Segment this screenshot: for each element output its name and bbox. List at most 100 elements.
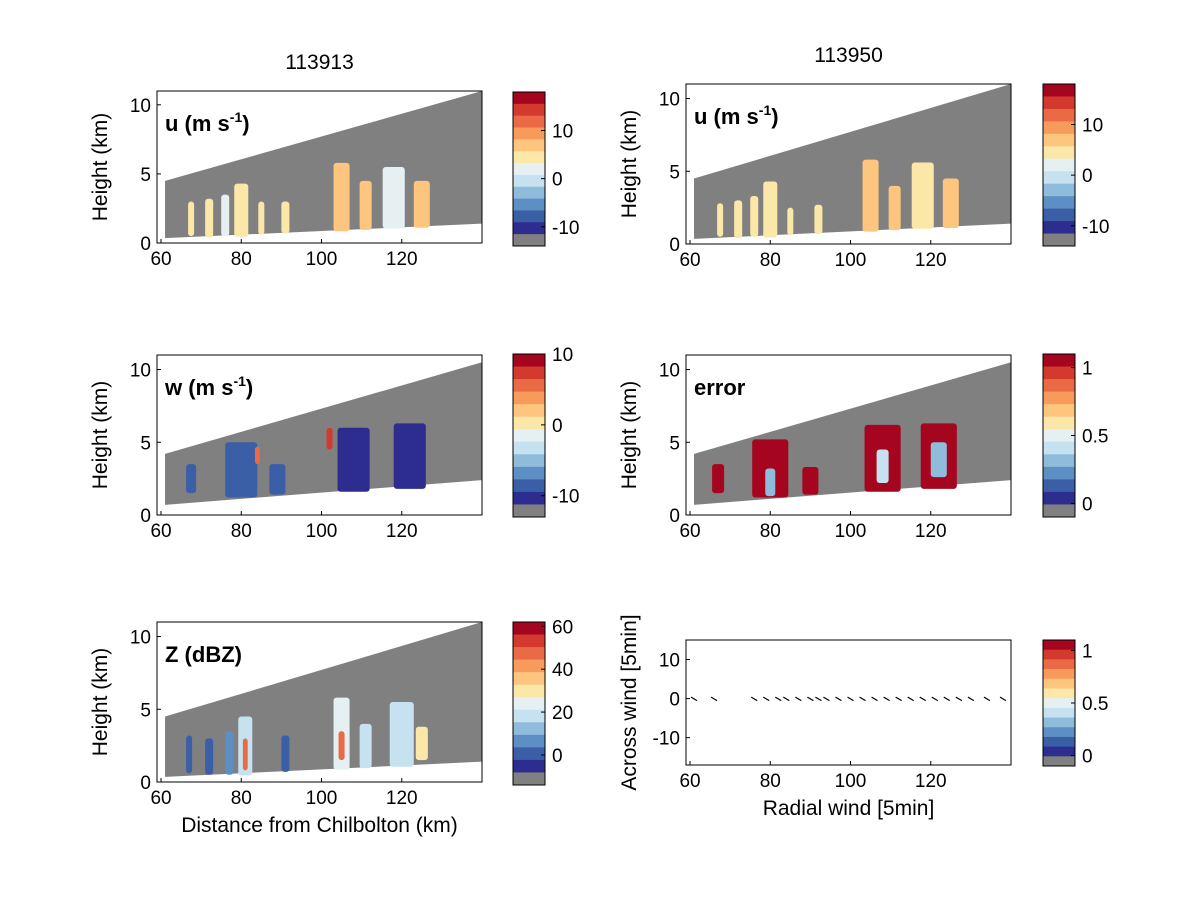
colorbar-segment bbox=[513, 454, 545, 468]
colorbar-segment bbox=[513, 491, 545, 505]
colorbar-tick-label: 1 bbox=[1082, 359, 1093, 380]
y-axis-label: Height (km) bbox=[618, 110, 641, 219]
data-cell bbox=[814, 204, 823, 234]
colorbar-tick-label: 10 bbox=[552, 345, 573, 366]
data-cell bbox=[862, 159, 879, 232]
colorbar-segment bbox=[1043, 121, 1075, 135]
colorbar-tick-label: 0.5 bbox=[1082, 427, 1108, 448]
data-cell bbox=[717, 203, 724, 237]
panel-title: 113913 bbox=[285, 51, 354, 74]
panel-label: error bbox=[694, 375, 746, 400]
colorbar-tick-label: 0 bbox=[1082, 747, 1093, 768]
colorbar-segment bbox=[1043, 208, 1075, 222]
x-tick-label: 60 bbox=[150, 521, 171, 542]
axes-frame bbox=[156, 90, 483, 244]
colorbar-segment bbox=[1043, 354, 1075, 368]
x-tick-label: 120 bbox=[915, 521, 947, 542]
colorbar-tick-label: 10 bbox=[552, 122, 573, 143]
data-cell bbox=[281, 735, 290, 772]
colorbar-segment bbox=[1043, 158, 1075, 172]
x-tick-label: 100 bbox=[835, 521, 867, 542]
wind-arrow bbox=[783, 696, 790, 702]
colorbar-segment bbox=[513, 163, 545, 176]
colorbar-segment bbox=[1043, 221, 1075, 235]
data-cell bbox=[186, 735, 193, 774]
x-tick-label: 120 bbox=[386, 521, 418, 542]
y-axis-label: Height (km) bbox=[89, 113, 112, 222]
colorbar-tick-label: 40 bbox=[552, 660, 573, 681]
colorbar-tick-label: 1 bbox=[1082, 642, 1093, 663]
y-tick-label: 10 bbox=[659, 90, 680, 111]
colorbar-segment bbox=[1043, 379, 1075, 393]
colorbar-segment bbox=[513, 479, 545, 493]
data-cell bbox=[802, 467, 819, 495]
y-axis-label: Across wind [5min] bbox=[618, 614, 641, 790]
colorbar-frame bbox=[512, 621, 546, 786]
wind-arrow bbox=[815, 696, 822, 702]
data-field bbox=[186, 423, 426, 498]
panel-label: u (m s-1) bbox=[694, 102, 779, 129]
colorbar-segment bbox=[1043, 659, 1075, 670]
wind-arrow bbox=[955, 696, 963, 702]
x-tick-label: 120 bbox=[915, 771, 947, 792]
wind-arrow bbox=[883, 696, 890, 702]
wind-arrow bbox=[907, 696, 914, 702]
colorbar-segment bbox=[513, 734, 545, 748]
x-tick-label: 80 bbox=[760, 521, 781, 542]
data-cell bbox=[911, 162, 934, 229]
colorbar-segment bbox=[513, 466, 545, 480]
y-tick-label: 10 bbox=[130, 628, 151, 649]
colorbar-segment bbox=[1043, 504, 1075, 518]
data-cell bbox=[242, 738, 248, 771]
wind-arrow bbox=[931, 696, 939, 702]
x-tick-label: 100 bbox=[306, 788, 338, 809]
data-cell bbox=[712, 464, 725, 494]
x-tick-label: 60 bbox=[150, 788, 171, 809]
colorbar-segment bbox=[1043, 429, 1075, 443]
data-cell bbox=[389, 702, 414, 767]
data-field bbox=[712, 423, 957, 498]
colorbar: 60 40 20 0 bbox=[512, 617, 573, 786]
colorbar-segment bbox=[1043, 736, 1075, 748]
panel-label: u (m s-1) bbox=[165, 109, 250, 136]
colorbar-frame bbox=[512, 353, 546, 518]
wind-arrow bbox=[774, 696, 782, 702]
colorbar-segment bbox=[1043, 108, 1075, 122]
data-cell bbox=[787, 207, 794, 236]
wind-arrow bbox=[859, 696, 866, 702]
colorbar-segment bbox=[513, 391, 545, 405]
colorbar-segment bbox=[513, 504, 545, 518]
colorbar-segment bbox=[1043, 669, 1075, 680]
colorbar-tick-label: 10 bbox=[1082, 116, 1103, 137]
data-cell bbox=[338, 731, 345, 761]
wind-arrow bbox=[807, 696, 814, 702]
x-axis-label: Radial wind [5min] bbox=[763, 797, 935, 820]
colorbar-tick-label: 20 bbox=[552, 703, 573, 724]
colorbar-segment bbox=[1043, 196, 1075, 210]
wind-arrow bbox=[710, 696, 718, 702]
data-cell bbox=[942, 178, 959, 228]
panel-5: 60 80 100 120 0 5 10 Z (dBZ) Height (km) Distance… bbox=[89, 617, 573, 837]
x-tick-label: 120 bbox=[386, 788, 418, 809]
wind-arrow bbox=[835, 696, 842, 702]
colorbar-segment bbox=[513, 151, 545, 164]
data-cell bbox=[186, 464, 197, 494]
y-tick-label: 5 bbox=[140, 165, 151, 186]
wind-arrow bbox=[999, 696, 1007, 702]
colorbar-segment bbox=[1043, 171, 1075, 185]
colorbar-segment bbox=[513, 354, 545, 368]
colorbar-segment bbox=[513, 709, 545, 723]
x-tick-label: 80 bbox=[760, 250, 781, 271]
colorbar-segment bbox=[1043, 233, 1075, 247]
data-cell bbox=[359, 723, 372, 769]
colorbar-segment bbox=[513, 222, 545, 235]
axes-frame bbox=[685, 354, 1012, 516]
colorbar-segment bbox=[1043, 479, 1075, 493]
data-cell bbox=[734, 200, 743, 239]
panel-label: w (m s-1) bbox=[164, 373, 253, 400]
colorbar-segment bbox=[1043, 688, 1075, 699]
data-cell bbox=[750, 196, 759, 237]
colorbar-segment bbox=[513, 647, 545, 661]
colorbar: 10 0 -10 bbox=[512, 91, 579, 247]
